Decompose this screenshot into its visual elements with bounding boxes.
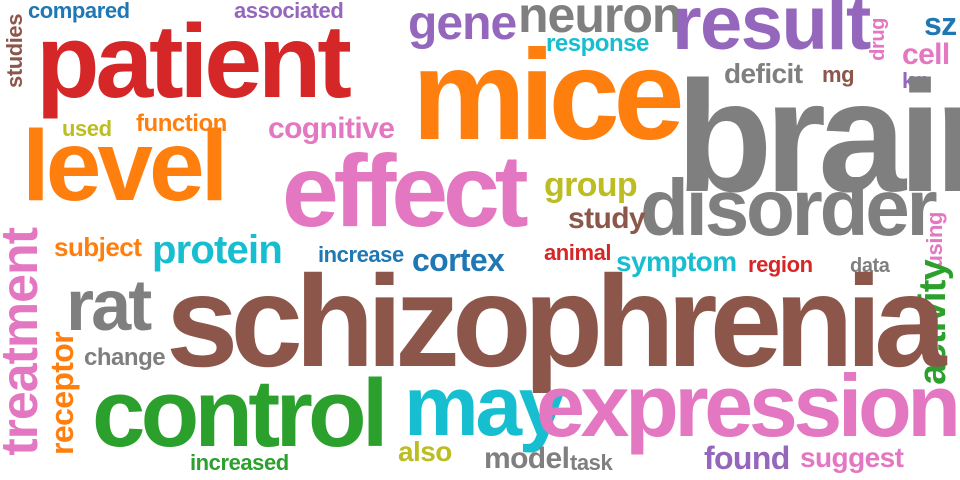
word-rat: rat — [66, 266, 152, 346]
word-gene: gene — [408, 0, 517, 50]
word-expression: expression — [536, 356, 960, 455]
word-receptor: receptor — [44, 332, 80, 455]
word-may: may — [404, 359, 565, 453]
word-model: model — [484, 442, 570, 475]
word-control: control — [92, 360, 389, 467]
word-function: function — [136, 110, 227, 137]
word-deficit: deficit — [724, 58, 803, 89]
word-change: change — [84, 344, 166, 371]
word-group: group — [544, 166, 638, 204]
word-effect: effect — [282, 134, 529, 248]
word-cell: cell — [902, 38, 950, 71]
word-brain: brain — [676, 49, 960, 225]
word-studies: studies — [2, 14, 27, 88]
word-level: level — [22, 110, 228, 222]
word-kg: kg — [902, 68, 927, 93]
word-response: response — [546, 30, 649, 57]
word-schizophrenia: schizophrenia — [166, 248, 946, 394]
word-found: found — [704, 440, 790, 476]
word-disorder: disorder — [640, 163, 938, 252]
word-data: data — [850, 255, 890, 277]
word-task: task — [570, 450, 613, 475]
word-cortex: cortex — [412, 242, 505, 278]
word-sz: sz — [924, 6, 957, 42]
word-compared: compared — [28, 0, 130, 23]
word-cognitive: cognitive — [268, 112, 395, 145]
word-used: used — [62, 116, 112, 141]
word-neuron: neuron — [518, 0, 682, 43]
word-region: region — [748, 252, 813, 277]
word-mg: mg — [822, 62, 855, 87]
word-increased: increased — [190, 450, 289, 475]
word-mice: mice — [412, 24, 685, 167]
word-subject: subject — [54, 232, 142, 262]
word-also: also — [398, 436, 452, 467]
word-protein: protein — [152, 228, 283, 272]
word-suggest: suggest — [800, 442, 904, 473]
word-animal: animal — [544, 240, 612, 265]
word-result: result — [672, 0, 871, 66]
word-associated: associated — [234, 0, 344, 23]
word-symptom: symptom — [616, 246, 737, 277]
word-increase: increase — [318, 242, 404, 267]
word-patient: patient — [36, 4, 352, 120]
word-treatment: treatment — [0, 228, 49, 456]
word-study: study — [568, 202, 646, 235]
